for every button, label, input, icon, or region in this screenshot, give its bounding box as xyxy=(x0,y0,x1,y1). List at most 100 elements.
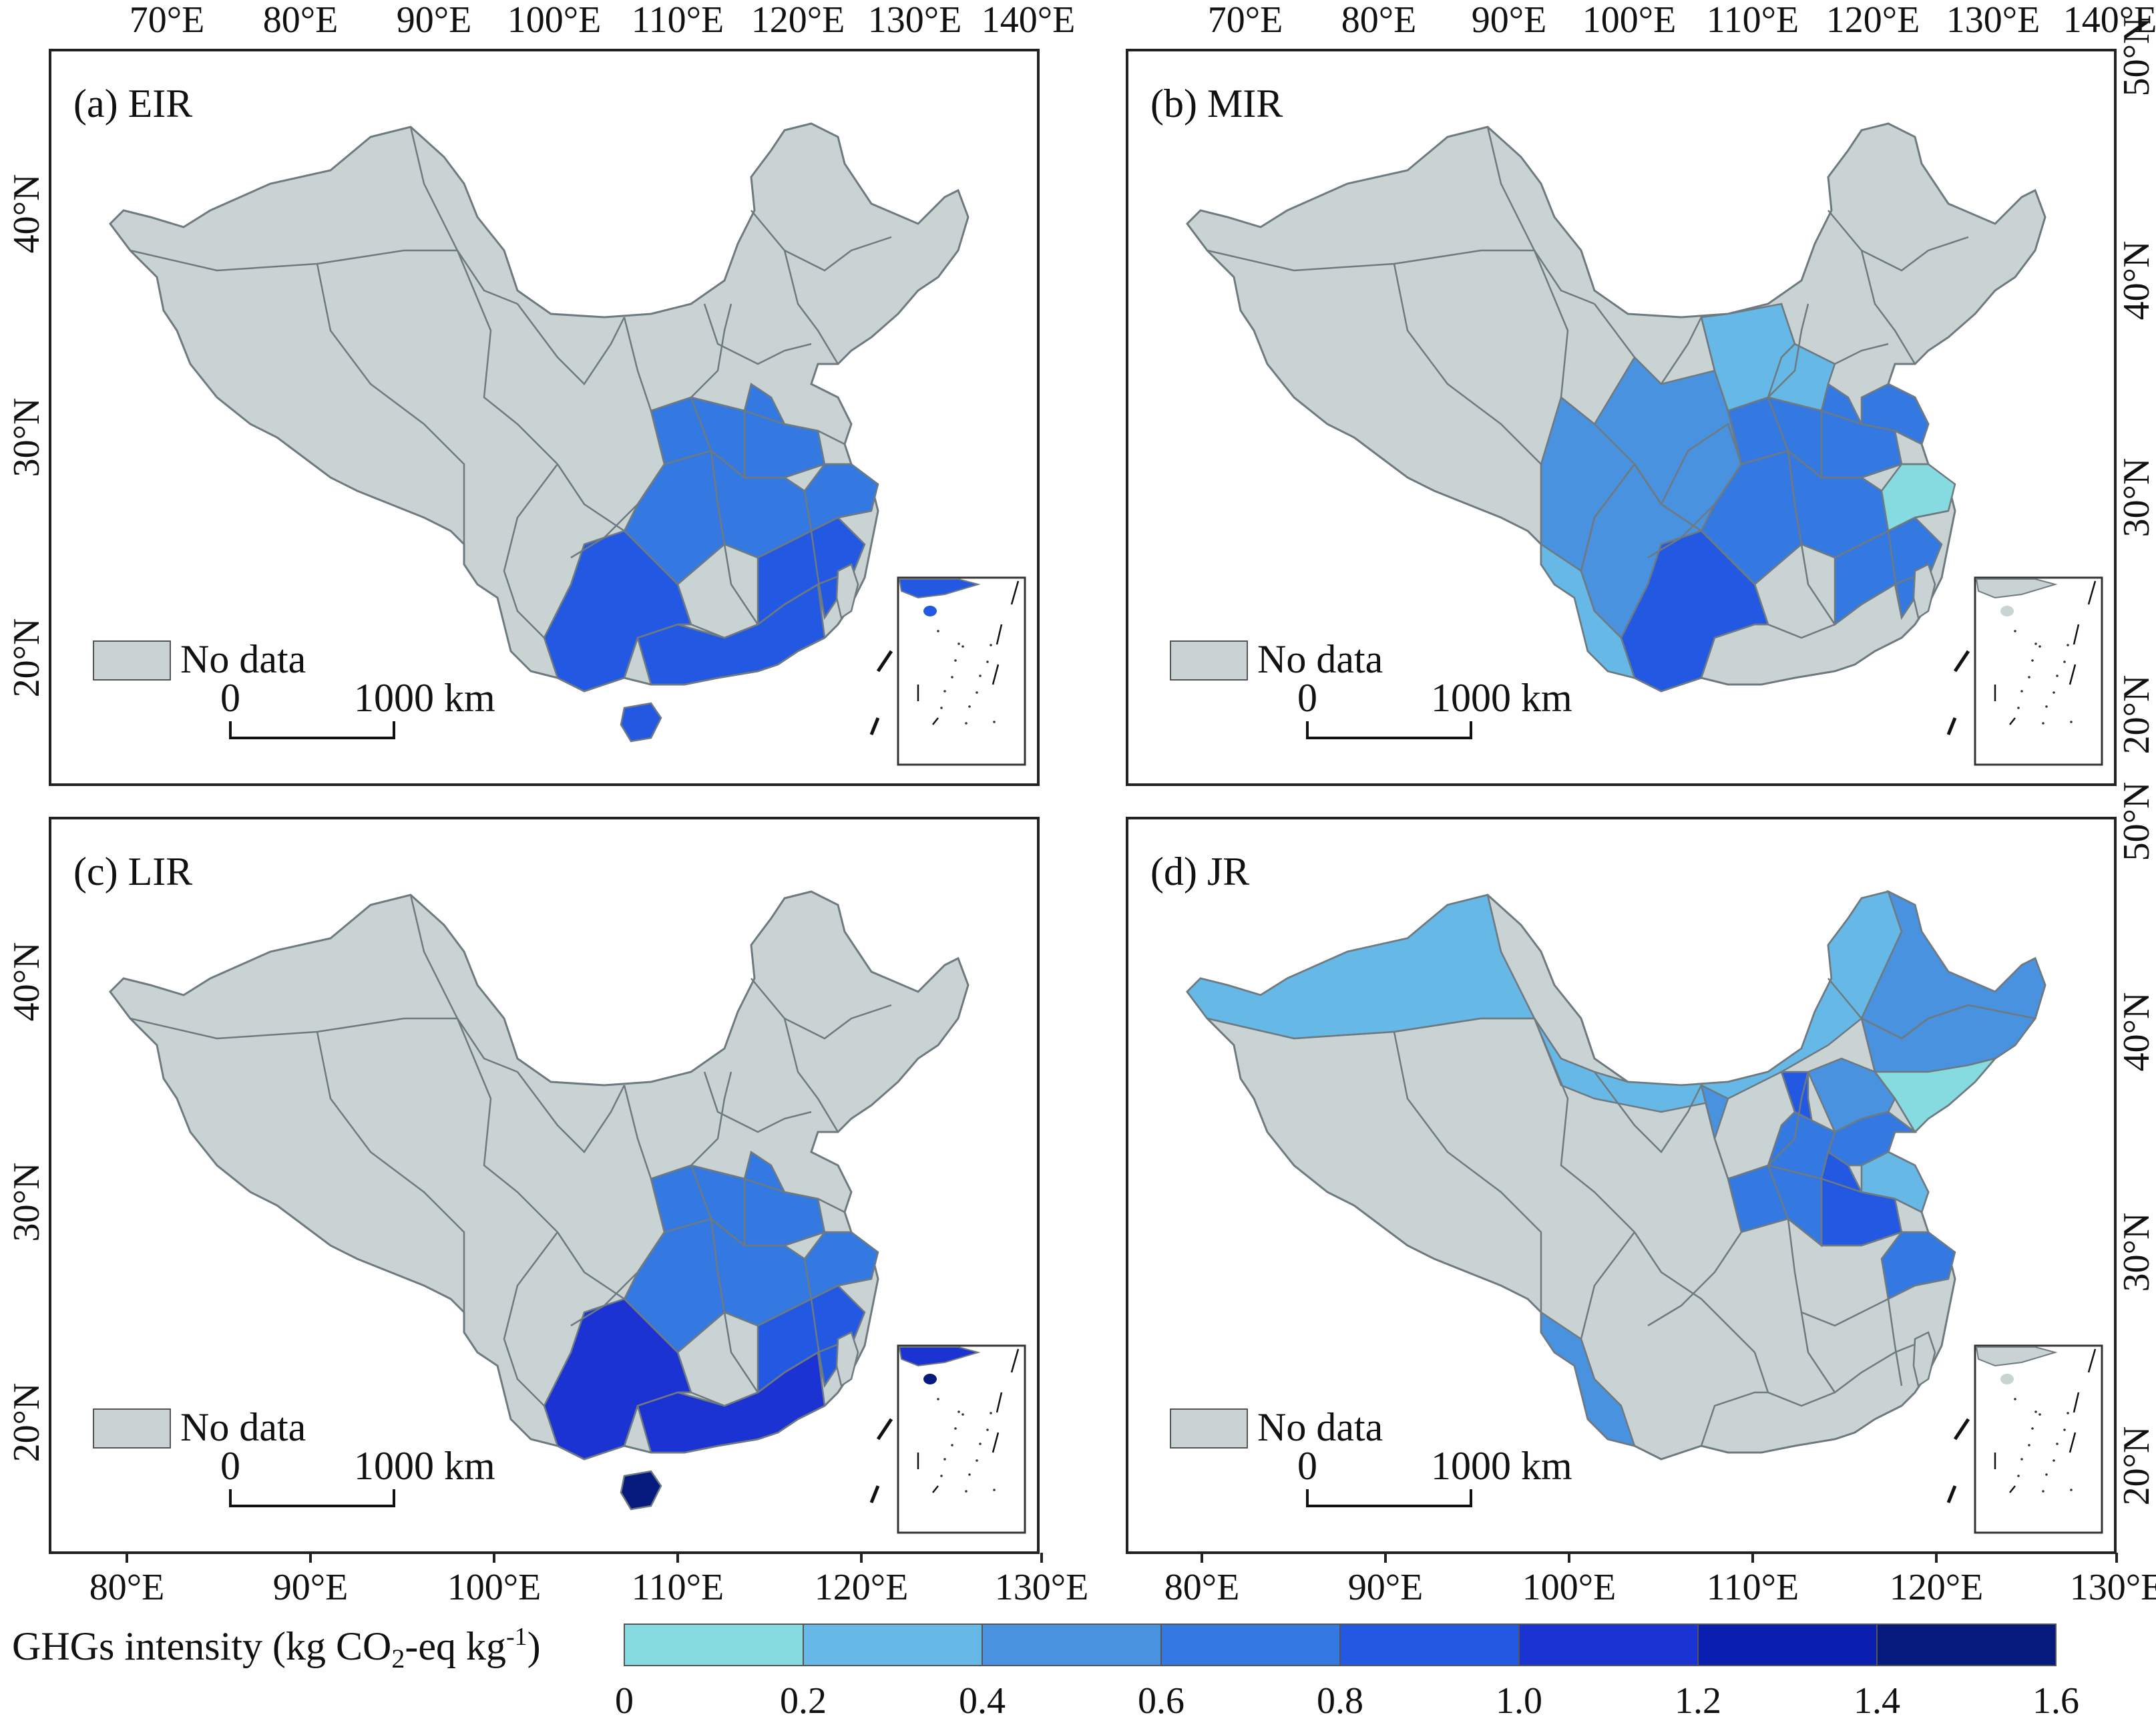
axis-tick-label: 90°E xyxy=(397,0,472,41)
inset-island xyxy=(2028,676,2030,679)
axis-tick-label: 70°E xyxy=(1208,0,1283,41)
china-map xyxy=(1186,122,2103,766)
axis-tick-label: 20°N xyxy=(2116,675,2156,755)
colorbar-tick-label: 0.2 xyxy=(780,1680,827,1718)
inset-island xyxy=(2070,1489,2073,1491)
axis-tick-label: 120°E xyxy=(751,0,845,41)
no-data-label: No data xyxy=(180,1405,306,1449)
island-dash xyxy=(1953,1418,1970,1441)
no-data-swatch xyxy=(93,640,171,681)
south-china-sea-inset xyxy=(897,1344,1026,1534)
colorbar-swatch xyxy=(982,1623,1162,1666)
axis-tick-label: 120°E xyxy=(1890,1567,1984,1608)
inset-dash xyxy=(1010,1348,1020,1373)
axis-tick-label: 40°N xyxy=(6,174,47,254)
inset-island xyxy=(957,642,960,645)
china-map xyxy=(109,122,1026,766)
colorbar-tick-label: 1.6 xyxy=(2032,1680,2079,1718)
south-china-sea-inset xyxy=(1974,1344,2103,1534)
inset-dash xyxy=(996,624,1003,645)
inset-island xyxy=(957,1410,960,1413)
inset-island xyxy=(2028,1444,2030,1447)
colorbar: GHGs intensity (kg CO2-eq kg-1) 0 0.2 0.4 0… xyxy=(12,1623,2079,1721)
panel-label: (a) EIR xyxy=(73,81,192,126)
inset-island xyxy=(979,1443,982,1445)
inset-island xyxy=(2053,691,2055,694)
inset-dash xyxy=(996,1392,1003,1413)
scale-start-label: 0 xyxy=(220,1444,240,1488)
colorbar-tick-label: 0.8 xyxy=(1317,1680,1363,1718)
no-data-label: No data xyxy=(1257,637,1383,681)
inset-island xyxy=(965,722,967,725)
axis-tick-label: 40°N xyxy=(2116,241,2156,321)
axis-tick-label: 80°E xyxy=(89,1567,165,1608)
axis-tick-label: 90°E xyxy=(273,1567,349,1608)
inset-island xyxy=(986,1428,989,1431)
inset-island xyxy=(968,1473,971,1476)
axis-tick-label: 130°E xyxy=(868,0,962,41)
inset-island xyxy=(2020,1458,2023,1461)
axis-tick-label: 130°E xyxy=(2070,1567,2156,1608)
axis-tick-label: 80°E xyxy=(263,0,339,41)
axis-tick-label: 140°E xyxy=(982,0,1076,41)
scale-end-label: 1000 km xyxy=(1431,1444,1572,1488)
inset-island xyxy=(990,644,992,646)
no-data-label: No data xyxy=(1257,1405,1383,1449)
inset-coast xyxy=(898,1346,981,1367)
axis-tick-label: 130°E xyxy=(1946,0,2040,41)
inset-island xyxy=(937,630,939,632)
colorbar-swatch xyxy=(803,1623,983,1666)
colorbar-swatch xyxy=(1518,1623,1699,1666)
axis-tick-label: 20°N xyxy=(6,1383,47,1463)
colorbar-tick-label: 0.4 xyxy=(959,1680,1006,1718)
inset-coast xyxy=(1975,578,2058,599)
inset-island xyxy=(943,1458,946,1461)
axis-tick-label: 110°E xyxy=(1707,1567,1799,1608)
axis-labels: 70°E 80°E 90°E 100°E 110°E 120°E 130°E 140°E 70°… xyxy=(6,0,2156,1608)
axis-tick-label: 100°E xyxy=(1582,0,1677,41)
scale-end-label: 1000 km xyxy=(1431,676,1572,720)
colorbar-swatch xyxy=(1160,1623,1341,1666)
inset-island xyxy=(961,645,964,648)
axis-tick-label: 100°E xyxy=(447,1567,542,1608)
axis-tick-label: 80°E xyxy=(1341,0,1417,41)
colorbar-swatch xyxy=(624,1623,804,1666)
axis-tick-label: 110°E xyxy=(632,1567,724,1608)
inset-island xyxy=(986,660,989,663)
inset-island xyxy=(2031,659,2034,662)
inset-island xyxy=(2042,1490,2044,1493)
panel-frame xyxy=(1126,49,2117,786)
panel-frame xyxy=(49,817,1040,1554)
inset-dash xyxy=(2087,1348,2097,1373)
panel-label: (b) MIR xyxy=(1150,81,1283,126)
axis-tick-label: 70°E xyxy=(130,0,205,41)
panel-frame xyxy=(49,49,1040,786)
colorbar-tick-label: 0.6 xyxy=(1138,1680,1184,1718)
colorbar-tick-label: 1.4 xyxy=(1854,1680,1900,1718)
inset-island xyxy=(2014,1398,2016,1400)
scale-bar: 0 1000 km xyxy=(1297,1444,1572,1507)
panel-label: (d) JR xyxy=(1150,849,1249,894)
island-dash xyxy=(876,1418,893,1441)
inset-hainan xyxy=(2000,1374,2014,1384)
colorbar-tick-label: 1.2 xyxy=(1675,1680,1721,1718)
axis-tick-label: 140°E xyxy=(2063,0,2156,41)
inset-island xyxy=(940,1475,943,1477)
colorbar-swatch xyxy=(1339,1623,1520,1666)
inset-dash xyxy=(2009,717,2016,725)
inset-island xyxy=(2056,675,2059,677)
inset-dash xyxy=(992,664,1000,685)
colorbar-title: GHGs intensity (kg CO2-eq kg-1) xyxy=(12,1623,541,1674)
scale-start-label: 0 xyxy=(220,676,240,720)
inset-coast xyxy=(1975,1346,2058,1367)
inset-island xyxy=(943,690,946,693)
panel-label: (c) LIR xyxy=(73,849,192,894)
inset-dash xyxy=(932,1485,939,1493)
inset-island xyxy=(2063,1428,2066,1431)
inset-island xyxy=(2067,1412,2069,1414)
scale-end-label: 1000 km xyxy=(354,676,495,720)
